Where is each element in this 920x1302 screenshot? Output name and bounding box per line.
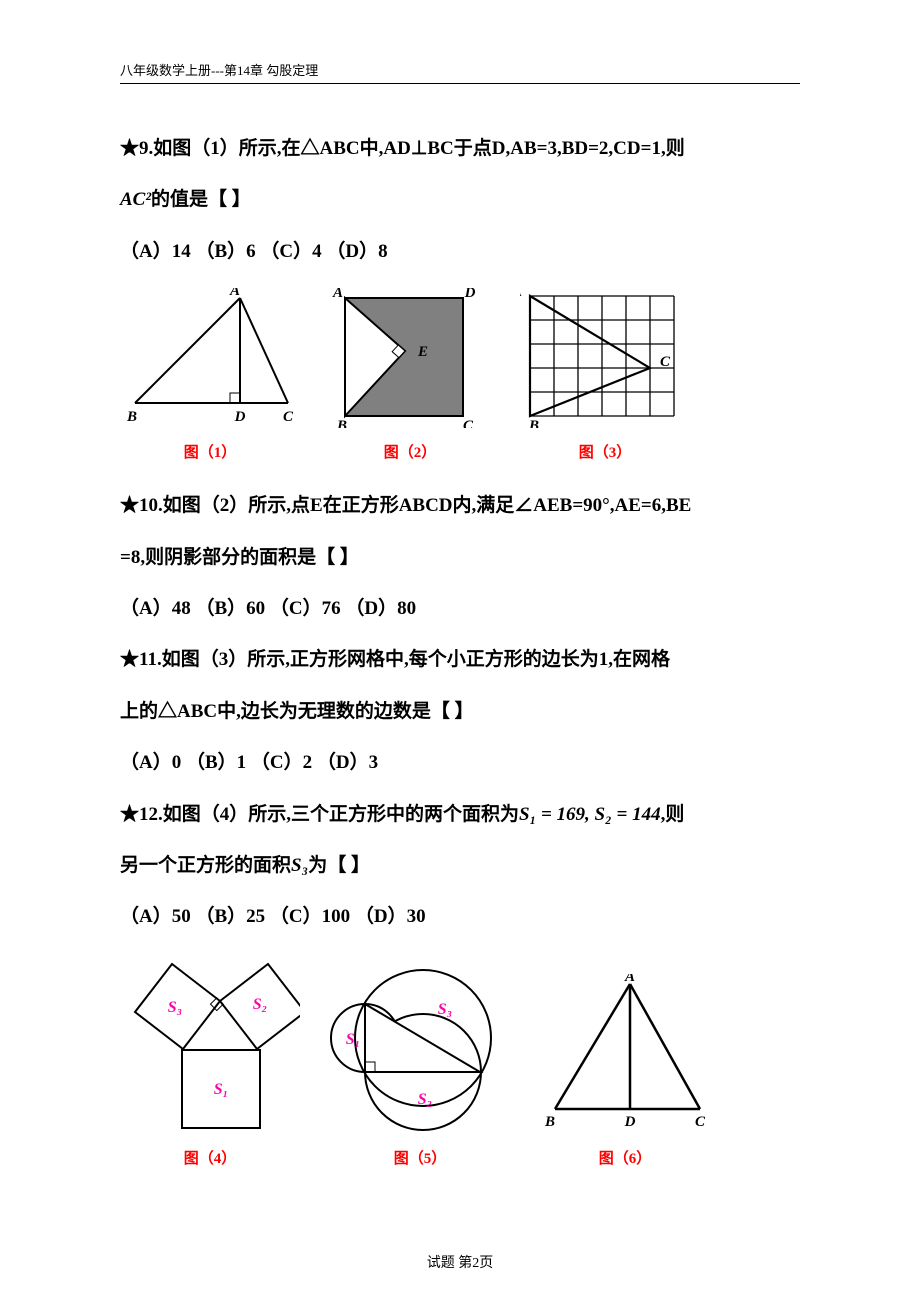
figures-row-1: A B D C 图（1） A D B C E 图（2） A B C 图（3） bbox=[120, 288, 800, 473]
svg-text:S₁: S₁ bbox=[214, 1081, 228, 1098]
svg-text:S₃: S₃ bbox=[438, 1001, 452, 1018]
q10-number: 10. bbox=[139, 495, 163, 516]
content-area: ★9.如图（1）所示,在△ABC中,AD⊥BC于点D,AB=3,BD=2,CD=… bbox=[120, 124, 800, 1179]
svg-text:S₃: S₃ bbox=[168, 999, 182, 1016]
fig2-block: A D B C E 图（2） bbox=[330, 288, 490, 473]
svg-text:C: C bbox=[695, 1114, 706, 1130]
q10-star: ★ bbox=[120, 495, 139, 516]
svg-text:D: D bbox=[624, 1114, 636, 1130]
q9-number: 9. bbox=[139, 138, 153, 159]
q9-formula: AC² bbox=[120, 189, 151, 210]
svg-text:C: C bbox=[463, 418, 474, 428]
q12-options: （A）50 （B）25 （C）100 （D）30 bbox=[120, 892, 800, 941]
q12-line1: ★12.如图（4）所示,三个正方形中的两个面积为S₁ = 169, S₂ = 1… bbox=[120, 790, 800, 839]
svg-text:E: E bbox=[417, 344, 428, 360]
q11-number: 11. bbox=[139, 649, 162, 670]
page: 八年级数学上册---第14章 勾股定理 ★9.如图（1）所示,在△ABC中,AD… bbox=[0, 0, 920, 1302]
q9-line1: ★9.如图（1）所示,在△ABC中,AD⊥BC于点D,AB=3,BD=2,CD=… bbox=[120, 124, 800, 173]
q9-text2: 的值是【 】 bbox=[151, 189, 251, 210]
q11-line1: ★11.如图（3）所示,正方形网格中,每个小正方形的边长为1,在网格 bbox=[120, 635, 800, 684]
q11-options: （A）0 （B）1 （C）2 （D）3 bbox=[120, 738, 800, 787]
fig2-caption: 图（2） bbox=[384, 434, 437, 473]
q12-text2: ,则 bbox=[661, 804, 685, 825]
q12-formula2: S₃ bbox=[291, 855, 308, 876]
svg-text:D: D bbox=[464, 288, 476, 301]
fig3-caption: 图（3） bbox=[579, 434, 632, 473]
q11-text1: 如图（3）所示,正方形网格中,每个小正方形的边长为1,在网格 bbox=[162, 649, 670, 670]
q12-formula1: S₁ = 169, S₂ = 144 bbox=[519, 804, 661, 825]
fig5-caption: 图（5） bbox=[394, 1140, 447, 1179]
page-header: 八年级数学上册---第14章 勾股定理 bbox=[120, 60, 800, 84]
svg-text:A: A bbox=[229, 288, 240, 299]
svg-text:C: C bbox=[283, 409, 294, 425]
q9-line2: AC²的值是【 】 bbox=[120, 175, 800, 224]
q12-number: 12. bbox=[139, 804, 163, 825]
fig3-svg: A B C bbox=[520, 288, 690, 428]
svg-text:S₂: S₂ bbox=[418, 1091, 432, 1108]
page-footer: 试题 第2页 bbox=[0, 1252, 920, 1272]
q12-text4: 为【 】 bbox=[308, 855, 370, 876]
fig3-block: A B C 图（3） bbox=[520, 288, 690, 473]
svg-text:D: D bbox=[234, 409, 246, 425]
q12-star: ★ bbox=[120, 804, 139, 825]
q9-text1: 如图（1）所示,在△ABC中,AD⊥BC于点D,AB=3,BD=2,CD=1,则 bbox=[153, 138, 684, 159]
fig4-caption: 图（4） bbox=[184, 1140, 237, 1179]
q12-line2: 另一个正方形的面积S₃为【 】 bbox=[120, 841, 800, 890]
svg-text:B: B bbox=[528, 418, 539, 428]
fig5-svg: S₁ S₂ S₃ bbox=[330, 964, 510, 1134]
fig1-block: A B D C 图（1） bbox=[120, 288, 300, 473]
q10-options: （A）48 （B）60 （C）76 （D）80 bbox=[120, 584, 800, 633]
fig6-block: A B D C 图（6） bbox=[540, 974, 710, 1179]
svg-text:A: A bbox=[624, 974, 635, 985]
svg-text:A: A bbox=[520, 288, 522, 300]
svg-text:B: B bbox=[126, 409, 137, 425]
svg-text:A: A bbox=[332, 288, 343, 301]
q9-star: ★ bbox=[120, 138, 139, 159]
q11-line2: 上的△ABC中,边长为无理数的边数是【 】 bbox=[120, 687, 800, 736]
fig2-svg: A D B C E bbox=[330, 288, 490, 428]
fig1-svg: A B D C bbox=[120, 288, 300, 428]
q10-text1: 如图（2）所示,点E在正方形ABCD内,满足∠AEB=90°,AE=6,BE bbox=[163, 495, 692, 516]
q9-options: （A）14 （B）6 （C）4 （D）8 bbox=[120, 227, 800, 276]
q12-text3: 另一个正方形的面积 bbox=[120, 855, 291, 876]
fig5-block: S₁ S₂ S₃ 图（5） bbox=[330, 964, 510, 1179]
svg-text:B: B bbox=[544, 1114, 555, 1130]
fig4-block: S₁ S₂ S₃ 图（4） bbox=[120, 954, 300, 1179]
svg-text:S₂: S₂ bbox=[253, 996, 267, 1013]
fig4-svg: S₁ S₂ S₃ bbox=[120, 954, 300, 1134]
svg-text:S₁: S₁ bbox=[346, 1031, 360, 1048]
fig6-svg: A B D C bbox=[540, 974, 710, 1134]
q12-text1: 如图（4）所示,三个正方形中的两个面积为 bbox=[163, 804, 519, 825]
fig6-caption: 图（6） bbox=[599, 1140, 652, 1179]
figures-row-2: S₁ S₂ S₃ 图（4） S₁ S₂ S₃ 图（5） A B D C 图（6） bbox=[120, 954, 800, 1179]
q10-line2: =8,则阴影部分的面积是【 】 bbox=[120, 533, 800, 582]
svg-text:B: B bbox=[336, 418, 347, 428]
svg-text:C: C bbox=[660, 354, 671, 370]
fig1-caption: 图（1） bbox=[184, 434, 237, 473]
q10-line1: ★10.如图（2）所示,点E在正方形ABCD内,满足∠AEB=90°,AE=6,… bbox=[120, 481, 800, 530]
q11-star: ★ bbox=[120, 649, 139, 670]
